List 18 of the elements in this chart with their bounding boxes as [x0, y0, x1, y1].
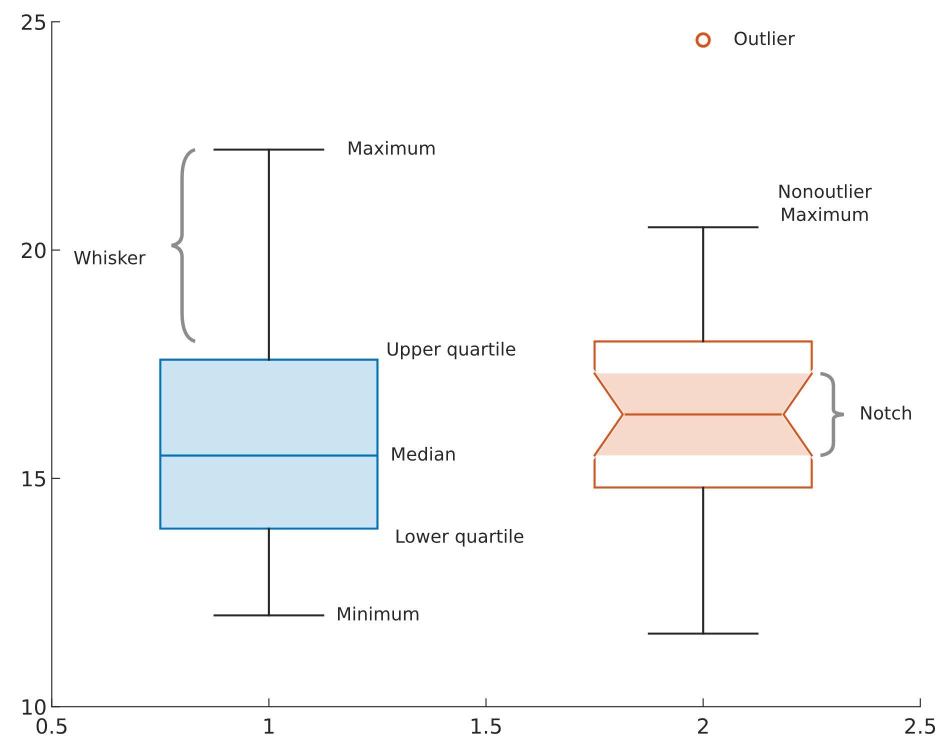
x-tick-label: 2.5 [905, 718, 936, 734]
y-tick-label: 20 [22, 242, 46, 258]
x-tick-label: 2 [698, 718, 708, 734]
x-tick-label: 1 [264, 718, 274, 734]
y-tick-label: 10 [22, 699, 46, 715]
annotation: Notch [861, 406, 911, 420]
y-tick-label: 15 [22, 471, 46, 487]
annotation: Nonoutlier Maximum [779, 184, 872, 222]
x-tick-label: 1.5 [472, 718, 501, 734]
annotation: Upper quartile [388, 342, 516, 360]
annotation: Whisker [74, 250, 146, 264]
annotation: Median [392, 446, 455, 461]
annotation: Maximum [348, 140, 434, 155]
y-tick-label: 25 [22, 14, 46, 30]
x-tick-label: 0.5 [36, 718, 66, 734]
annotation: Minimum [338, 606, 418, 621]
annotation: Outlier [734, 31, 795, 46]
annotation: Lower quartile [396, 529, 524, 546]
